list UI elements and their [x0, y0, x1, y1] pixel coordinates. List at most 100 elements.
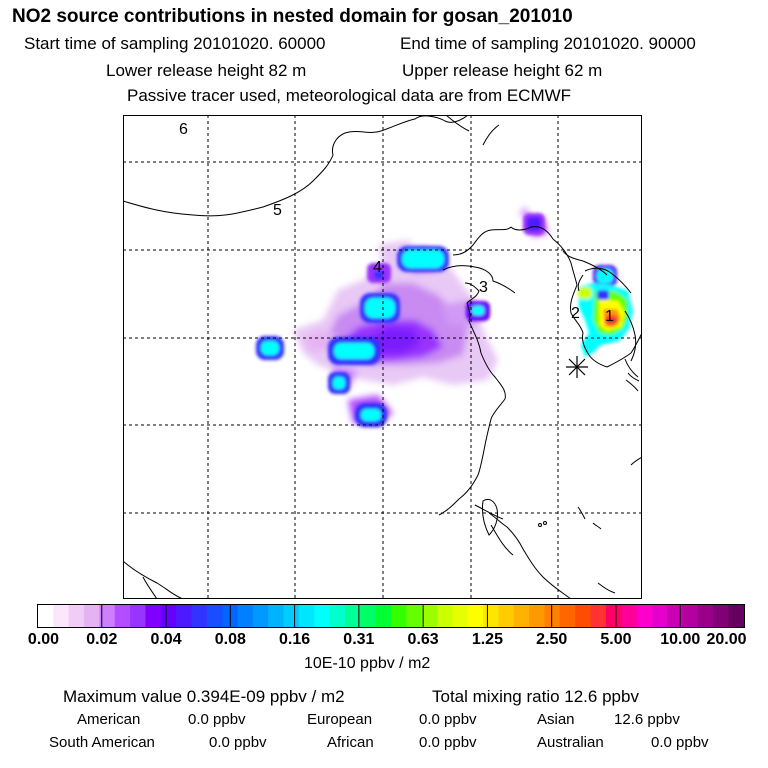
- region-label-5: 5: [273, 202, 282, 219]
- colorbar-swatch: [114, 605, 131, 627]
- colorbar-tick-label: 0.08: [214, 631, 246, 648]
- lower-release-label: Lower release height 82 m: [106, 61, 307, 80]
- region-name-european: European: [307, 711, 373, 728]
- colorbar-swatch: [38, 605, 54, 627]
- region-value-asian: 12.6 ppbv: [614, 711, 680, 728]
- colorbar-tick-label: 20.00: [706, 631, 747, 648]
- colorbar-tick-label: 0.00: [27, 631, 60, 648]
- colorbar-tick-label: 2.50: [536, 631, 568, 648]
- colorbar-swatch: [268, 605, 285, 627]
- map-frame: [123, 115, 642, 599]
- max-value-label: Maximum value 0.394E-09 ppbv / m2: [63, 687, 345, 706]
- colorbar-swatch: [452, 605, 469, 627]
- hotspot-4-upper: [397, 246, 449, 272]
- colorbar-swatch: [605, 605, 622, 627]
- colorbar-swatch: [84, 605, 100, 627]
- hotspot-west: [256, 336, 284, 360]
- colorbar-swatch: [421, 605, 438, 627]
- colorbar-tick-label: 10.00: [660, 631, 701, 648]
- colorbar-swatch: [191, 605, 208, 627]
- colorbar-swatch: [160, 605, 177, 627]
- gridlines: [123, 115, 642, 599]
- colorbar-tick-label: 0.16: [279, 631, 311, 648]
- hotspot-korea-north: [593, 265, 617, 287]
- colorbar-swatch: [53, 605, 70, 627]
- colorbar-swatch: [391, 605, 407, 627]
- region-value-american: 0.0 ppbv: [188, 711, 246, 728]
- taiwan-island: [482, 498, 547, 536]
- colorbar-swatch: [283, 605, 300, 627]
- colorbar-tick-label: 0.31: [343, 631, 375, 648]
- region-name-australian: Australian: [537, 734, 604, 751]
- upper-release-label: Upper release height 62 m: [402, 61, 603, 80]
- korea-outline: [577, 267, 632, 294]
- start-time-label: Start time of sampling 20101020. 60000: [24, 34, 326, 53]
- map-panel: 1 2 3 4 5 6: [123, 115, 642, 599]
- colorbar-tick-label: 1.25: [471, 631, 503, 648]
- colorbar-swatch: [483, 605, 500, 627]
- colorbar-swatch: [360, 605, 377, 627]
- hotspot-northeast: [523, 213, 545, 235]
- tracer-note: Passive tracer used, meteorological data…: [127, 86, 572, 105]
- colorbar-frame: [37, 604, 745, 628]
- hotspot-4-lower: [360, 293, 400, 323]
- colorbar-tick-label: 5.00: [600, 631, 632, 648]
- hotspot-central: [328, 337, 380, 365]
- colorbar-swatch: [252, 605, 269, 627]
- colorbar-swatch: [544, 605, 561, 627]
- colorbar-swatch: [176, 605, 193, 627]
- colorbar-swatch: [590, 605, 607, 627]
- colorbar-swatch: [575, 605, 592, 627]
- hotspot-southwest: [328, 372, 350, 394]
- colorbar-swatch: [467, 605, 484, 627]
- colorbar-swatch: [68, 605, 85, 627]
- region-label-4: 4: [373, 259, 382, 276]
- colorbar-unit: 10E-10 ppbv / m2: [304, 655, 431, 672]
- colorbar-swatch: [298, 605, 315, 627]
- colorbar-swatch: [329, 605, 346, 627]
- colorbar-tick-label: 0.63: [407, 631, 439, 648]
- colorbar-swatch: [145, 605, 162, 627]
- end-time-label: End time of sampling 20101020. 90000: [400, 34, 696, 53]
- colorbar-swatch: [206, 605, 223, 627]
- colorbar-swatch: [682, 605, 699, 627]
- colorbar-swatch: [344, 605, 361, 627]
- colorbar-swatch: [314, 605, 331, 627]
- colorbar-swatch: [697, 605, 714, 627]
- colorbar-swatch: [559, 605, 576, 627]
- colorbar-swatch: [375, 605, 392, 627]
- colorbar-swatch: [636, 605, 653, 627]
- colorbar-swatch: [130, 605, 147, 627]
- colorbar-swatch: [651, 605, 668, 627]
- colorbar-swatch: [437, 605, 453, 627]
- page-title: NO2 source contributions in nested domai…: [12, 6, 573, 27]
- region-label-6: 6: [179, 121, 188, 138]
- region-name-american: American: [77, 711, 141, 728]
- colorbar-swatch: [621, 605, 638, 627]
- hotspot-south: [355, 403, 387, 427]
- region-label-1: 1: [605, 308, 614, 325]
- region-name-south-american: South American: [49, 734, 155, 751]
- colorbar-tick-label: 0.02: [86, 631, 118, 648]
- hotspot-coast: [466, 301, 490, 321]
- asterisk-icon: [566, 356, 588, 378]
- region-label-3: 3: [479, 279, 488, 296]
- region-name-asian: Asian: [537, 711, 575, 728]
- colorbar: [37, 604, 745, 628]
- region-value-european: 0.0 ppbv: [419, 711, 477, 728]
- colorbar-swatch: [529, 605, 546, 627]
- hotspot-4-small: [367, 263, 391, 283]
- region-label-2: 2: [571, 305, 580, 322]
- region-name-african: African: [327, 734, 374, 751]
- colorbar-swatch: [728, 605, 745, 627]
- colorbar-swatch: [406, 605, 423, 627]
- region-value-african: 0.0 ppbv: [419, 734, 477, 751]
- colorbar-swatch: [99, 605, 116, 627]
- colorbar-swatch: [713, 605, 730, 627]
- colorbar-swatch: [237, 605, 254, 627]
- colorbar-swatch: [667, 605, 684, 627]
- total-mixing-label: Total mixing ratio 12.6 ppbv: [432, 687, 639, 706]
- region-value-south-american: 0.0 ppbv: [209, 734, 267, 751]
- colorbar-tick-label: 0.04: [150, 631, 182, 648]
- region-value-australian: 0.0 ppbv: [651, 734, 709, 751]
